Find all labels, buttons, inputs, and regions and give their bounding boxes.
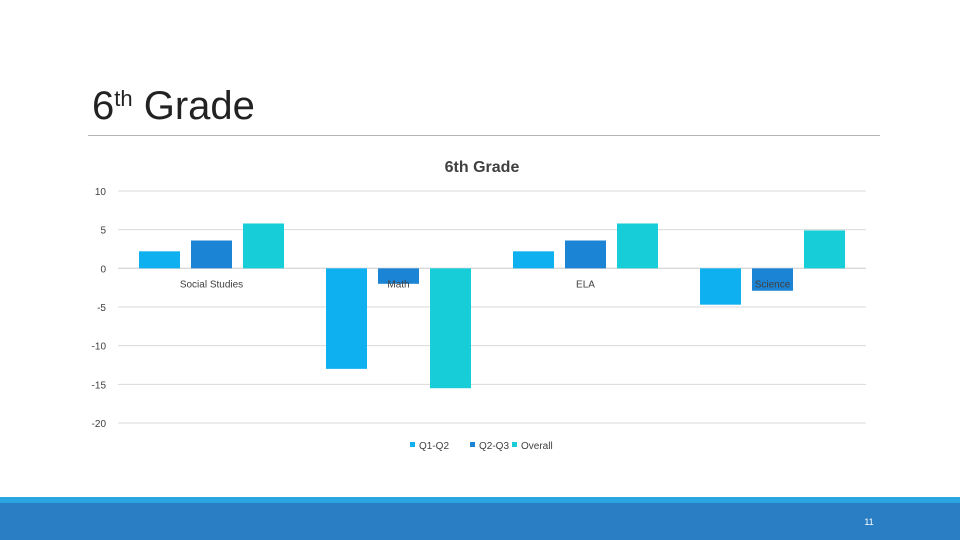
chart-title: 6th Grade (445, 159, 520, 176)
y-tick-label: 0 (100, 264, 106, 275)
category-label: Math (387, 279, 409, 290)
bar-science-overall (804, 230, 845, 269)
bar-social-studies-overall (243, 223, 284, 269)
bar-science-q2-q3 (752, 268, 793, 291)
bar-social-studies-q2-q3 (191, 240, 232, 269)
y-tick-label: -10 (92, 342, 107, 353)
bar-ela-q2-q3 (565, 240, 606, 269)
category-label: ELA (576, 279, 595, 290)
bar-math-q2-q3 (378, 268, 419, 284)
bar-social-studies-q1-q2 (139, 251, 180, 269)
bar-science-q1-q2 (700, 268, 741, 305)
bar-math-q1-q2 (326, 268, 367, 369)
category-label: Social Studies (180, 279, 243, 290)
title-divider (88, 135, 880, 136)
y-tick-label: -5 (97, 303, 106, 314)
bar-ela-q1-q2 (513, 251, 554, 269)
y-tick-label: 10 (95, 187, 107, 198)
footer-bar (0, 503, 960, 540)
footer-accent (0, 497, 960, 503)
slide-title: 6th Grade (92, 84, 255, 128)
legend-swatch-q2-q3 (470, 442, 475, 447)
y-tick-label: 5 (100, 226, 106, 237)
y-tick-label: -15 (92, 380, 107, 391)
bar-chart: 6th Grade 10 5 0 -5 -10 -15 -20 Social Studies… (92, 159, 866, 452)
y-tick-label: -20 (92, 419, 107, 430)
bar-ela-overall (617, 223, 658, 269)
legend-label-overall: Overall (521, 441, 553, 452)
page-number: 11 (864, 517, 874, 527)
bar-math-overall (430, 268, 471, 389)
legend-swatch-q1-q2 (410, 442, 415, 447)
legend-label-q2-q3: Q2-Q3 (479, 441, 509, 452)
legend-label-q1-q2: Q1-Q2 (419, 441, 449, 452)
legend-swatch-overall (512, 442, 517, 447)
category-label: Science (755, 279, 791, 290)
